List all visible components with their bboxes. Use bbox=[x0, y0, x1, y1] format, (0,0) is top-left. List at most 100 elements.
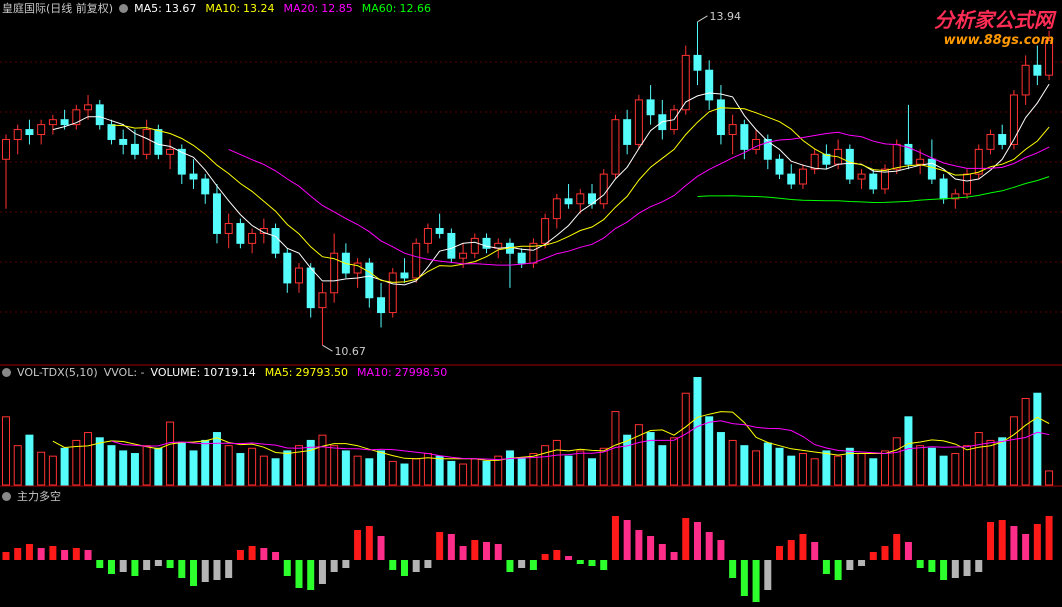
candle-body bbox=[810, 153, 819, 170]
indicator-bar bbox=[740, 560, 748, 596]
candle-body bbox=[330, 252, 339, 294]
indicator-bar bbox=[365, 526, 373, 560]
volume-bar bbox=[236, 453, 245, 486]
volume-bar bbox=[658, 445, 667, 486]
candle-body bbox=[107, 124, 116, 140]
indicator-bar bbox=[764, 560, 772, 590]
volume-ma-line bbox=[111, 420, 1050, 461]
icon bbox=[2, 368, 11, 377]
ma-line bbox=[697, 176, 1050, 204]
volume-bar bbox=[365, 458, 374, 486]
candle-body bbox=[576, 193, 585, 205]
indicator-bar bbox=[447, 534, 455, 560]
candle-body bbox=[998, 134, 1007, 145]
candle-body bbox=[564, 198, 573, 205]
candle-body bbox=[775, 158, 784, 175]
candle-body bbox=[623, 119, 632, 145]
volume-bar bbox=[998, 437, 1007, 486]
indicator-bar bbox=[611, 516, 619, 560]
indicator-header: 主力多空 bbox=[2, 488, 61, 504]
candle-body bbox=[25, 129, 34, 136]
indicator-bar bbox=[834, 560, 842, 580]
volume-bar bbox=[412, 458, 421, 486]
volume-bar bbox=[341, 450, 350, 486]
volume-bar bbox=[119, 450, 128, 486]
indicator-bar bbox=[787, 540, 795, 560]
candle-body bbox=[154, 129, 163, 155]
legend-value: 10719.14 bbox=[203, 366, 256, 379]
candle-body bbox=[951, 193, 960, 200]
legend-value: 13.24 bbox=[243, 1, 275, 15]
candle-body bbox=[189, 173, 198, 180]
indicator-bar bbox=[635, 530, 643, 560]
volume-bar bbox=[470, 458, 479, 486]
volume-bar bbox=[798, 453, 807, 486]
indicator-bar bbox=[483, 542, 491, 560]
annotation: 13.94 bbox=[709, 10, 741, 23]
indicator-bar bbox=[869, 552, 877, 560]
indicator-bar bbox=[998, 520, 1006, 560]
legend-item: MA5: 29793.50 bbox=[265, 366, 348, 379]
indicator-bar bbox=[623, 520, 631, 560]
volume-bar bbox=[974, 432, 983, 486]
indicator-bar bbox=[858, 560, 866, 566]
indicator-bar bbox=[963, 560, 971, 576]
indicator-bar bbox=[412, 560, 420, 572]
indicator-bar bbox=[811, 542, 819, 560]
volume-bar bbox=[810, 458, 819, 486]
indicator-bar bbox=[143, 560, 151, 570]
candle-body bbox=[166, 148, 175, 155]
candle-body bbox=[412, 242, 421, 279]
volume-bar bbox=[963, 445, 972, 486]
candle-body bbox=[611, 119, 620, 175]
volume-bar bbox=[189, 450, 198, 486]
indicator-bar bbox=[260, 548, 268, 560]
volume-bar bbox=[459, 463, 468, 486]
candle-body bbox=[459, 252, 468, 259]
volume-bar bbox=[154, 447, 163, 486]
volume-bar bbox=[705, 416, 714, 486]
indicator-bar bbox=[822, 560, 830, 574]
indicator-bar bbox=[541, 554, 549, 560]
indicator-bar bbox=[272, 552, 280, 560]
legend-label: MA5: bbox=[134, 1, 162, 15]
candle-body bbox=[224, 223, 233, 234]
indicator-bar bbox=[389, 560, 397, 570]
legend-label: MA10: bbox=[205, 1, 241, 15]
legend-item: MA5: 13.67 bbox=[134, 2, 196, 15]
indicator-bar bbox=[682, 518, 690, 560]
ma-line bbox=[52, 83, 1050, 286]
indicator-bar bbox=[84, 550, 92, 560]
price-header: 皇庭国际(日线 前复权) MA5: 13.67 MA10: 13.24 MA20: 12.… bbox=[2, 0, 437, 16]
volume-bar bbox=[377, 450, 386, 486]
candle-body bbox=[201, 178, 210, 195]
volume-bar bbox=[37, 451, 46, 486]
candle-body bbox=[388, 272, 397, 314]
indicator-bar bbox=[600, 560, 608, 570]
indicator-bar bbox=[565, 556, 573, 560]
indicator-bar bbox=[14, 548, 22, 560]
indicator-bar bbox=[928, 560, 936, 572]
volume-bar bbox=[318, 434, 327, 486]
candle-body bbox=[752, 138, 761, 150]
indicator-bar bbox=[506, 560, 514, 572]
candle-body bbox=[13, 129, 22, 140]
indicator-bar bbox=[951, 560, 959, 578]
candle-body bbox=[60, 119, 69, 126]
candle-body bbox=[541, 218, 550, 244]
candle-body bbox=[447, 232, 456, 259]
indicator-bar bbox=[119, 560, 127, 572]
volume-header: VOL-TDX(5,10) VVOL: - VOLUME: 10719.14 MA5… bbox=[2, 366, 453, 379]
candle-body bbox=[48, 119, 57, 126]
volume-bar bbox=[927, 447, 936, 486]
volume-bar bbox=[248, 447, 257, 486]
candle-body bbox=[845, 148, 854, 180]
volume-bar bbox=[25, 434, 34, 486]
indicator-bar bbox=[893, 534, 901, 560]
indicator-bar bbox=[471, 540, 479, 560]
candle-body bbox=[1045, 40, 1054, 76]
candle-body bbox=[2, 138, 10, 160]
indicator-bar bbox=[72, 548, 80, 560]
candle-body bbox=[353, 262, 362, 274]
candle-body bbox=[306, 267, 315, 309]
